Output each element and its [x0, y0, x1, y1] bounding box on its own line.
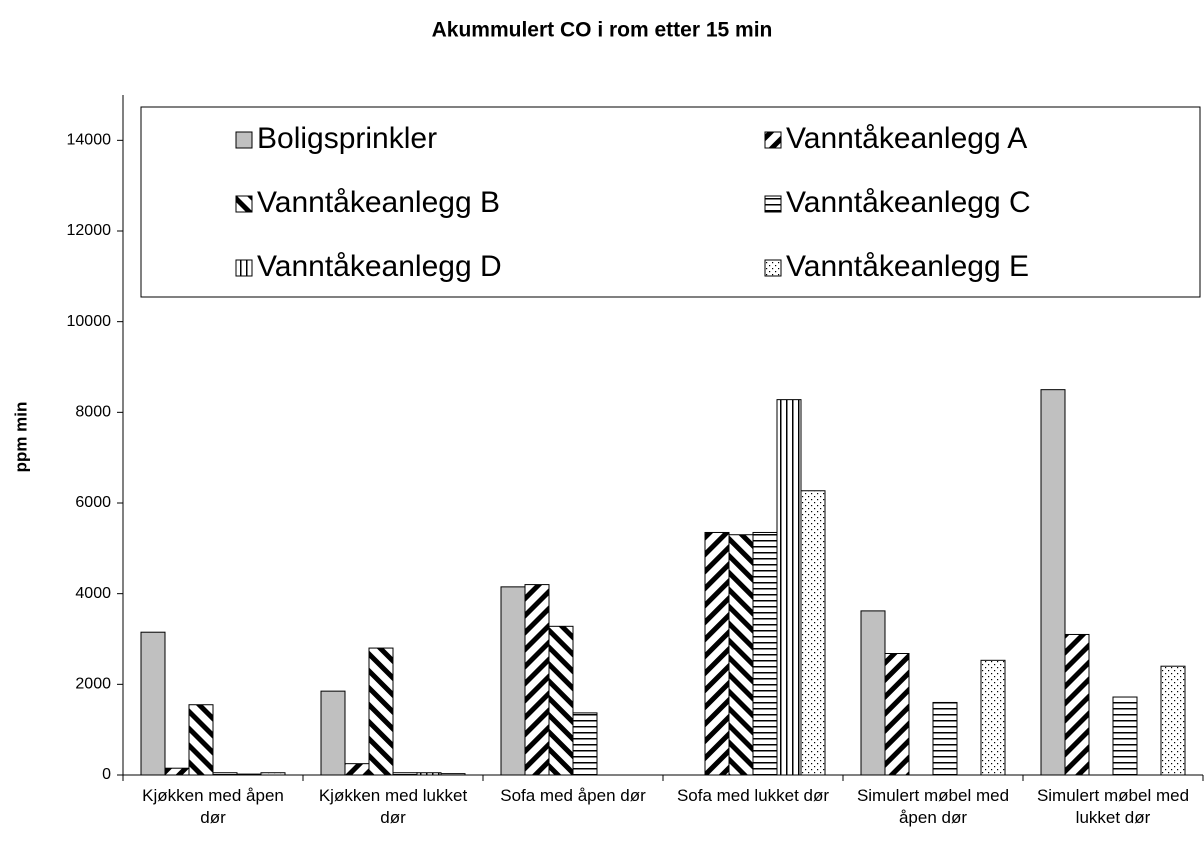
x-tick-label: Kjøkken med lukket dør: [318, 786, 468, 827]
bar: [1040, 389, 1066, 776]
x-tick-label: Sofa med åpen dør: [500, 786, 646, 805]
x-tick-label: Sofa med lukket dør: [676, 786, 830, 805]
bar: [416, 772, 442, 776]
x-tick-label: Simulert møbel med åpen dør: [856, 786, 1010, 827]
y-tick-label: 6000: [75, 494, 111, 511]
bar: [368, 647, 394, 776]
y-tick-label: 4000: [75, 585, 111, 602]
bar: [932, 701, 958, 776]
bar: [1064, 633, 1090, 776]
bar: [860, 610, 886, 776]
bar: [1112, 696, 1138, 776]
y-axis-label: ppm min: [11, 402, 30, 473]
bar: [500, 586, 526, 776]
bar: [572, 712, 598, 776]
bar: [392, 772, 418, 776]
legend-label: Vanntåkeanlegg C: [786, 186, 1031, 219]
bar: [1160, 665, 1186, 776]
legend-swatch: [235, 195, 253, 213]
y-tick-label: 14000: [67, 132, 112, 149]
legend-swatch: [764, 131, 782, 149]
x-tick-label: Kjøkken med åpen dør: [142, 786, 284, 827]
legend-label: Boligsprinkler: [257, 122, 437, 155]
bar: [980, 659, 1006, 776]
bar: [236, 773, 262, 776]
legend-swatch: [764, 195, 782, 213]
bar: [320, 690, 346, 776]
bar: [164, 767, 190, 776]
bar: [188, 704, 214, 776]
bar: [728, 534, 754, 776]
bar: [752, 531, 778, 776]
legend-box: [140, 106, 1201, 298]
x-tick-label: Simulert møbel med lukket dør: [1036, 786, 1190, 827]
legend-label: Vanntåkeanlegg B: [257, 186, 500, 219]
legend-label: Vanntåkeanlegg A: [786, 122, 1027, 155]
bar: [704, 531, 730, 776]
bar: [260, 772, 286, 776]
bar: [344, 763, 370, 776]
y-tick-label: 8000: [75, 404, 111, 421]
bar: [140, 631, 166, 776]
legend-swatch: [764, 259, 782, 277]
y-tick-label: 2000: [75, 676, 111, 693]
bar: [776, 399, 802, 776]
y-tick-label: 0: [102, 766, 111, 783]
legend-swatch: [235, 259, 253, 277]
y-tick-label: 10000: [67, 313, 112, 330]
bar: [884, 653, 910, 776]
legend-label: Vanntåkeanlegg E: [786, 250, 1029, 283]
bar: [212, 772, 238, 776]
bar: [524, 584, 550, 776]
bar: [800, 490, 826, 776]
chart-title: Akummulert CO i rom etter 15 min: [432, 19, 773, 42]
bar: [548, 625, 574, 776]
legend-swatch: [235, 131, 253, 149]
bar: [440, 773, 466, 776]
legend-label: Vanntåkeanlegg D: [257, 250, 502, 283]
y-tick-label: 12000: [67, 222, 112, 239]
